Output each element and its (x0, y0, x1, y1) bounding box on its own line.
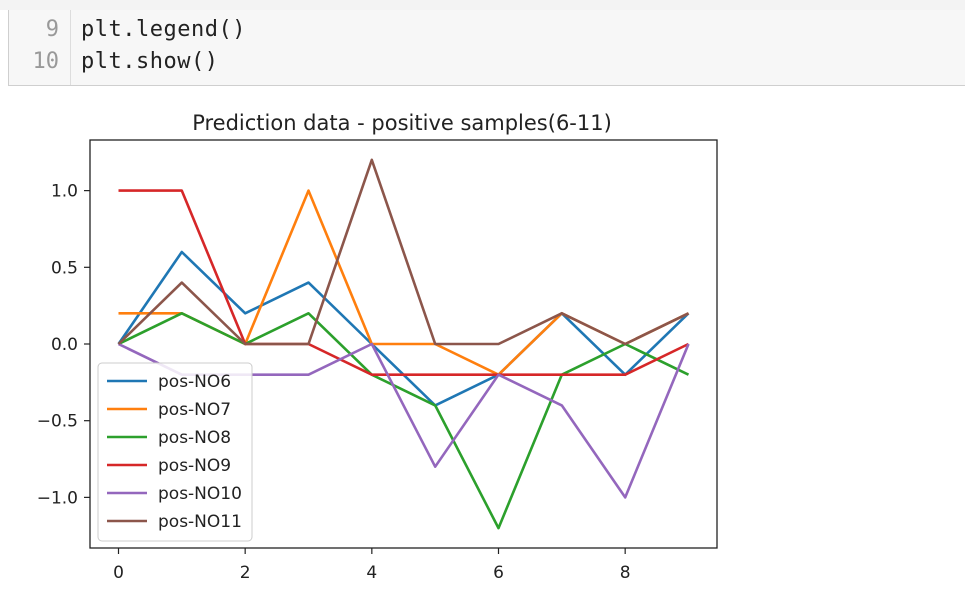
y-tick-label: 0.5 (51, 258, 78, 278)
y-tick-label: 0.0 (51, 335, 78, 355)
line-number-gutter (9, 10, 71, 85)
legend-label-pos-NO8: pos-NO8 (158, 428, 231, 448)
legend-label-pos-NO10: pos-NO10 (158, 484, 242, 504)
legend-label-pos-NO9: pos-NO9 (158, 456, 231, 476)
legend-label-pos-NO11: pos-NO11 (158, 512, 242, 532)
y-tick-label: 1.0 (51, 182, 78, 202)
code-line-10[interactable]: 10 plt.show() (9, 46, 965, 78)
legend-label-pos-NO7: pos-NO7 (158, 400, 231, 420)
x-tick-label: 6 (493, 563, 504, 583)
series-line-pos-NO9 (118, 189, 690, 377)
x-tick-label: 8 (620, 563, 631, 583)
line-chart: Prediction data - positive samples(6-11)… (37, 111, 718, 583)
y-tick-label: −1.0 (37, 488, 78, 508)
legend-box (97, 362, 253, 542)
line-number: 9 (45, 17, 59, 42)
series-line-pos-NO7 (118, 189, 690, 377)
legend-label-pos-NO6: pos-NO6 (158, 372, 231, 392)
x-tick-label: 4 (366, 563, 377, 583)
code-cell[interactable]: 9 plt.legend() 10 plt.show() (8, 10, 965, 86)
ticks-layer: 0 2 4 6 8 1.0 0.5 0.0 −0.5 −1.0 (37, 182, 631, 583)
code-text[interactable]: plt.legend() (81, 17, 246, 42)
series-line-pos-NO8 (117, 312, 690, 530)
legend: pos-NO6 pos-NO7 pos-NO8 pos-NO9 pos-NO10 pos-… (97, 362, 253, 542)
x-tick-label: 2 (240, 563, 251, 583)
line-number: 10 (32, 49, 60, 74)
toolbar-strip (0, 0, 965, 10)
x-tick-label: 0 (113, 563, 124, 583)
code-text[interactable]: plt.show() (81, 49, 219, 74)
y-tick-label: −0.5 (37, 412, 78, 432)
chart-output: Prediction data - positive samples(6-11)… (0, 95, 965, 603)
chart-title: Prediction data - positive samples(6-11) (192, 111, 612, 135)
code-line-9[interactable]: 9 plt.legend() (9, 14, 965, 46)
series-line-pos-NO11 (117, 158, 690, 346)
